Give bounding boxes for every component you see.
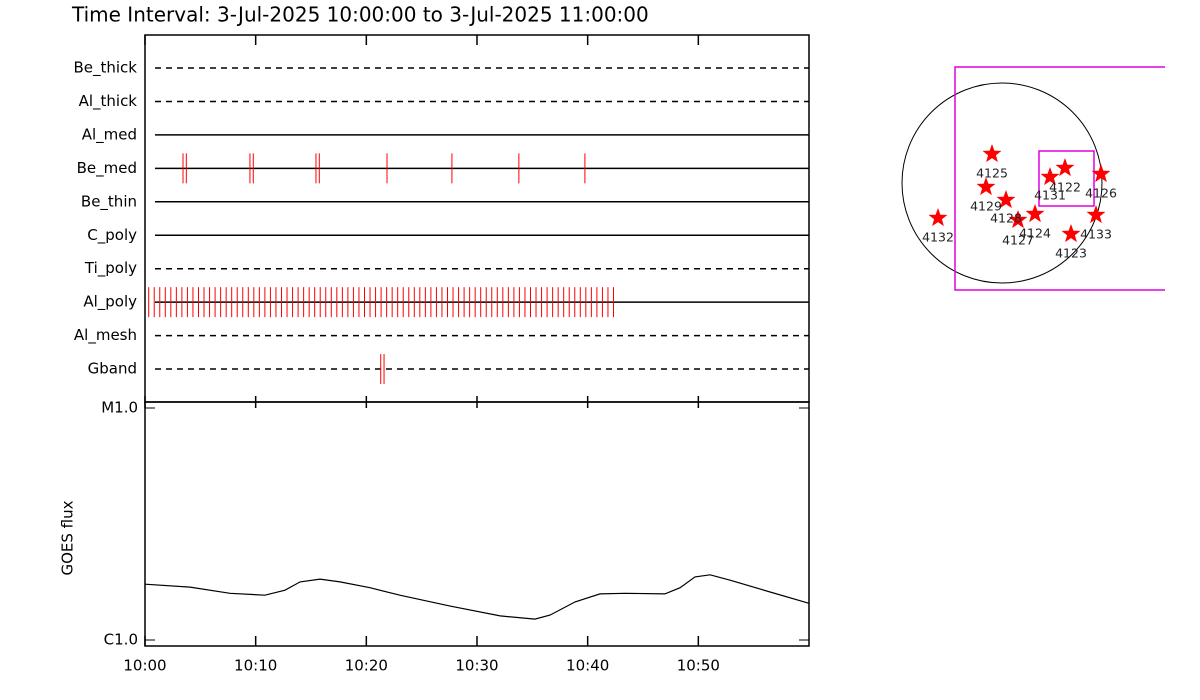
x-tick-label: 10:20 — [345, 657, 388, 675]
region-label: 4129 — [970, 199, 1002, 214]
region-label: 4127 — [1002, 233, 1034, 248]
timeline-frame — [144, 34, 810, 403]
y-axis-label: GOES flux — [59, 500, 77, 575]
region-label: 4133 — [1080, 227, 1112, 242]
filter-label: Be_thick — [73, 59, 137, 78]
region-star — [1061, 224, 1081, 243]
region-label: 4123 — [1055, 246, 1087, 261]
region-label: 4122 — [1049, 180, 1081, 195]
region-star — [1086, 205, 1106, 224]
flux-line — [144, 574, 810, 620]
filter-label: Gband — [88, 360, 137, 378]
filter-label: Al_poly — [83, 293, 137, 312]
region-label: 4126 — [1085, 186, 1117, 201]
x-tick-label: 10:50 — [677, 657, 720, 675]
region-label: 4132 — [922, 230, 954, 245]
region-star — [982, 144, 1002, 163]
filter-label: Al_thick — [79, 92, 138, 111]
goes-frame — [144, 401, 810, 647]
region-label: 4125 — [976, 166, 1008, 181]
filter-label: Al_med — [82, 125, 137, 144]
filter-label: Be_thin — [81, 192, 137, 211]
region-star — [1055, 158, 1075, 177]
x-tick-label: 10:00 — [123, 657, 166, 675]
fov-box — [954, 66, 1165, 291]
x-tick-label: 10:10 — [234, 657, 277, 675]
y-tick-label: C1.0 — [104, 631, 138, 649]
filter-label: C_poly — [87, 226, 137, 245]
region-star — [928, 208, 948, 227]
region-label: 4131 — [1034, 188, 1066, 203]
region-label: 4124 — [1019, 226, 1051, 241]
filter-label: Be_med — [77, 159, 137, 178]
y-tick-label: M1.0 — [101, 399, 138, 417]
solar-disk — [901, 82, 1103, 284]
x-tick-label: 10:40 — [566, 657, 609, 675]
region-label: 4128 — [990, 211, 1022, 226]
filter-label: Al_mesh — [74, 326, 137, 345]
chart-title: Time Interval: 3-Jul-2025 10:00:00 to 3-… — [71, 3, 649, 27]
filter-label: Ti_poly — [84, 259, 137, 278]
fov-box — [1038, 150, 1095, 207]
map: 4125 4122 4131 4126 4129 4128 4127 4124 … — [901, 66, 1165, 291]
x-tick-label: 10:30 — [455, 657, 498, 675]
